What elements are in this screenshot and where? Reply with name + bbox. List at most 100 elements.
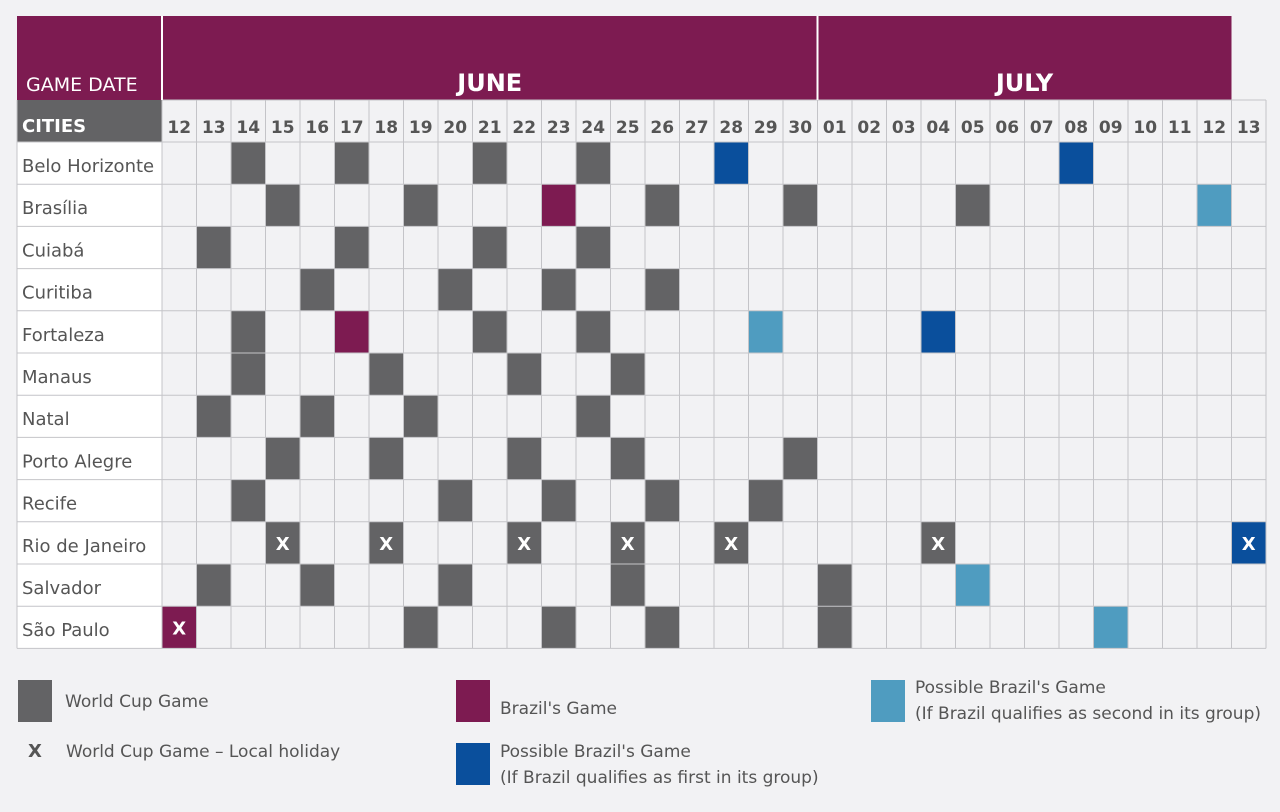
- day-label: 08: [1064, 118, 1088, 138]
- month-header-june: [162, 16, 818, 100]
- day-label: 18: [374, 118, 398, 138]
- game-cell: [610, 564, 645, 607]
- game-date-label: GAME DATE: [26, 74, 138, 96]
- month-label-june: JUNE: [455, 69, 522, 97]
- game-cell: [265, 521, 300, 564]
- game-cell: [576, 142, 611, 185]
- city-name: Natal: [22, 409, 70, 430]
- legend-possible-first-line2: (If Brazil qualifies as first in its gro…: [500, 768, 819, 788]
- game-cell: [714, 142, 749, 185]
- game-cell: [162, 606, 197, 649]
- legend-world-cup-swatch: [18, 680, 52, 722]
- day-label: 15: [271, 118, 295, 138]
- day-label: 30: [788, 118, 812, 138]
- holiday-mark: X: [724, 534, 738, 555]
- legend-world-cup-label: World Cup Game: [65, 692, 209, 712]
- game-cell: [955, 184, 990, 227]
- day-label: 09: [1099, 118, 1123, 138]
- game-cell: [472, 142, 507, 185]
- game-cell: [369, 437, 404, 480]
- game-cell: [541, 606, 576, 649]
- game-cell: [1231, 521, 1266, 564]
- day-label: 26: [650, 118, 674, 138]
- legend-possible-first-swatch: [456, 743, 490, 785]
- day-label: 27: [685, 118, 709, 138]
- game-cell: [645, 268, 680, 311]
- game-cell: [576, 226, 611, 269]
- day-label: 29: [754, 118, 778, 138]
- holiday-mark: X: [931, 534, 945, 555]
- game-cell: [265, 184, 300, 227]
- game-cell: [300, 564, 335, 607]
- city-name: Salvador: [22, 578, 102, 599]
- day-label: 05: [961, 118, 985, 138]
- day-label: 06: [995, 118, 1019, 138]
- game-cell: [231, 353, 266, 396]
- game-cell: [507, 353, 542, 396]
- game-cell: [610, 353, 645, 396]
- game-cell: [576, 395, 611, 438]
- game-cell: [300, 395, 335, 438]
- city-name: Rio de Janeiro: [22, 536, 146, 557]
- game-cell: [334, 310, 369, 353]
- game-cell: [300, 268, 335, 311]
- day-label: 13: [202, 118, 226, 138]
- legend-brazil-label: Brazil's Game: [500, 699, 617, 719]
- game-cell: [714, 521, 749, 564]
- day-label: 12: [1202, 118, 1226, 138]
- day-label: 21: [478, 118, 502, 138]
- game-cell: [265, 437, 300, 480]
- day-label: 19: [409, 118, 433, 138]
- holiday-mark: X: [1242, 534, 1256, 555]
- game-cell: [748, 310, 783, 353]
- game-cell: [403, 606, 438, 649]
- holiday-mark: X: [517, 534, 531, 555]
- day-label: 02: [857, 118, 881, 138]
- game-cell: [369, 353, 404, 396]
- game-cell: [645, 184, 680, 227]
- legend-possible-first-line1: Possible Brazil's Game: [500, 742, 691, 762]
- game-cell: [507, 437, 542, 480]
- game-cell: [507, 521, 542, 564]
- day-label: 16: [305, 118, 329, 138]
- game-cell: [231, 142, 266, 185]
- day-label: 28: [719, 118, 743, 138]
- city-name: Brasília: [22, 198, 88, 219]
- day-label: 20: [443, 118, 467, 138]
- month-label-july: JULY: [994, 69, 1054, 97]
- game-cell: [645, 479, 680, 522]
- day-label: 24: [581, 118, 605, 138]
- game-cell: [541, 268, 576, 311]
- legend-brazil-swatch: [456, 680, 490, 722]
- game-cell: [748, 479, 783, 522]
- game-cell: [472, 310, 507, 353]
- day-label: 25: [616, 118, 640, 138]
- game-cell: [438, 268, 473, 311]
- legend-holiday-label: World Cup Game – Local holiday: [66, 742, 341, 762]
- city-name: Cuiabá: [22, 240, 84, 261]
- game-cell: [231, 310, 266, 353]
- game-cell: [921, 521, 956, 564]
- month-header-july: [817, 16, 1232, 100]
- game-cell: [438, 479, 473, 522]
- day-label: 14: [236, 118, 260, 138]
- game-cell: [576, 310, 611, 353]
- game-cell: [334, 142, 369, 185]
- game-cell: [231, 479, 266, 522]
- holiday-mark: X: [379, 534, 393, 555]
- game-cell: [196, 395, 231, 438]
- day-label: 01: [823, 118, 847, 138]
- game-cell: [817, 606, 852, 649]
- city-name: Belo Horizonte: [22, 156, 154, 177]
- game-cell: [541, 479, 576, 522]
- game-cell: [196, 564, 231, 607]
- day-label: 17: [340, 118, 364, 138]
- game-cell: [610, 437, 645, 480]
- day-label: 23: [547, 118, 571, 138]
- game-cell: [1059, 142, 1094, 185]
- legend-possible-second-line1: Possible Brazil's Game: [915, 678, 1106, 698]
- game-cell: [541, 184, 576, 227]
- game-cell: [334, 226, 369, 269]
- cities-header-cell: [17, 100, 162, 142]
- city-name: Manaus: [22, 367, 92, 388]
